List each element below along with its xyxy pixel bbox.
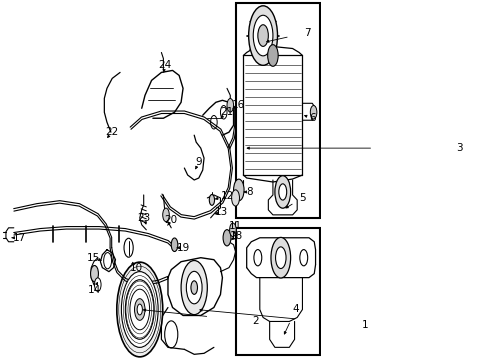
Text: 24: 24	[158, 60, 171, 71]
Bar	[235, 3, 320, 218]
Ellipse shape	[90, 266, 98, 282]
Ellipse shape	[181, 261, 207, 315]
Ellipse shape	[310, 105, 316, 119]
Text: 14: 14	[88, 284, 101, 294]
Ellipse shape	[226, 99, 233, 112]
Ellipse shape	[270, 237, 290, 278]
Ellipse shape	[171, 238, 178, 252]
Text: 8: 8	[246, 187, 253, 197]
Text: 1: 1	[362, 320, 368, 330]
Ellipse shape	[267, 45, 278, 66]
Ellipse shape	[163, 208, 169, 222]
Ellipse shape	[248, 6, 277, 65]
Ellipse shape	[94, 278, 101, 291]
Ellipse shape	[229, 223, 236, 237]
Text: 18: 18	[230, 231, 243, 241]
Bar	[235, 228, 320, 355]
Ellipse shape	[190, 281, 197, 294]
Ellipse shape	[134, 299, 145, 320]
Text: 6: 6	[308, 113, 315, 123]
Ellipse shape	[209, 194, 214, 205]
Ellipse shape	[186, 271, 202, 304]
Text: 12: 12	[220, 191, 233, 201]
Text: 4: 4	[292, 305, 299, 315]
Text: 20: 20	[164, 215, 178, 225]
Text: 11: 11	[228, 221, 242, 231]
Text: 9: 9	[195, 157, 202, 167]
Ellipse shape	[231, 190, 239, 206]
Ellipse shape	[274, 176, 290, 208]
Text: 13: 13	[215, 207, 228, 217]
Text: 22: 22	[105, 127, 119, 137]
Ellipse shape	[223, 230, 230, 246]
Text: 3: 3	[456, 143, 462, 153]
Text: 21: 21	[220, 107, 233, 117]
Text: 16: 16	[231, 100, 244, 110]
Text: 5: 5	[299, 193, 305, 203]
Ellipse shape	[121, 271, 158, 347]
Ellipse shape	[253, 15, 272, 56]
Ellipse shape	[233, 179, 244, 201]
Text: 19: 19	[176, 243, 189, 253]
Ellipse shape	[278, 184, 286, 200]
Ellipse shape	[103, 253, 111, 269]
Ellipse shape	[137, 304, 142, 315]
Ellipse shape	[275, 247, 285, 269]
Text: 23: 23	[137, 213, 150, 223]
Text: 17: 17	[12, 233, 26, 243]
Text: 10: 10	[130, 263, 143, 273]
Ellipse shape	[117, 262, 163, 357]
Text: 7: 7	[304, 28, 310, 37]
Text: 2: 2	[252, 316, 259, 327]
Ellipse shape	[257, 25, 268, 46]
Text: 15: 15	[87, 253, 100, 263]
